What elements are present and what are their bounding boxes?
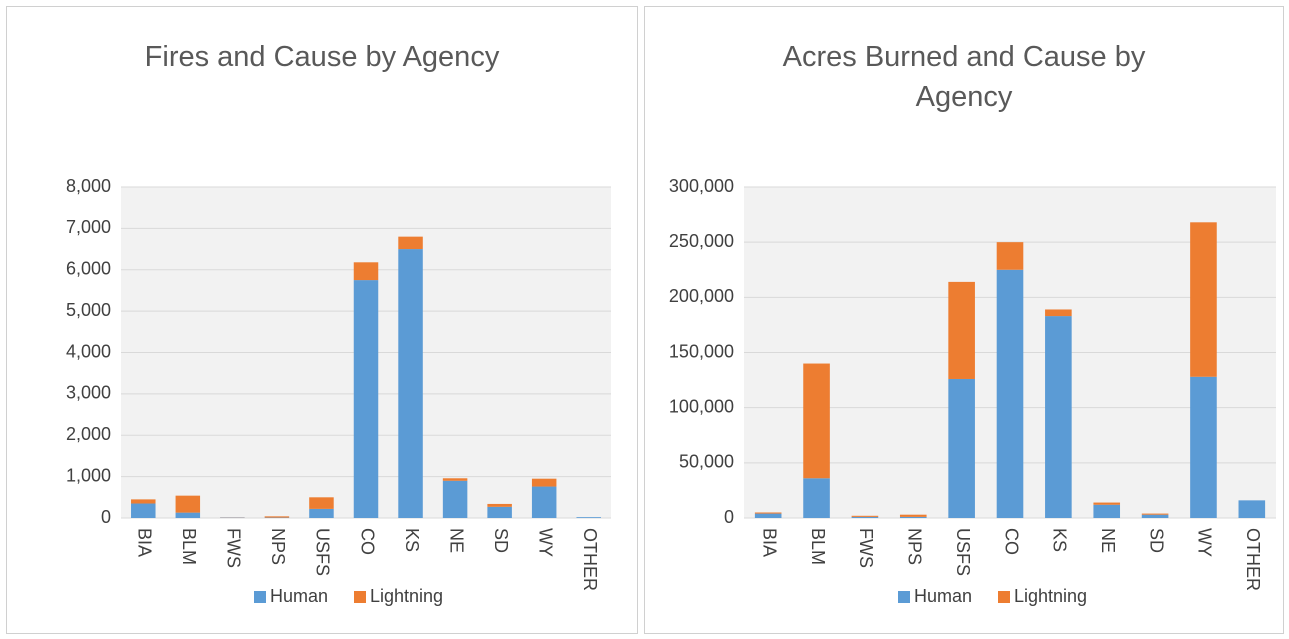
y-tick-label: 200,000 [669, 286, 734, 306]
x-tick-label: NE [1098, 528, 1118, 553]
bar-segment [948, 378, 975, 518]
legend-label: Human [270, 586, 328, 606]
bar-segment [131, 499, 156, 504]
x-tick-label: NE [446, 528, 466, 553]
bar-segment [264, 516, 290, 518]
y-tick-label: 50,000 [679, 452, 734, 472]
y-tick-label: 0 [101, 507, 111, 527]
chart: 0 1,000 2,000 3,000 4,000 5,000 6,000 7,000 8,00… [66, 176, 611, 606]
bar-segment [754, 513, 782, 518]
x-tick-label: SD [1146, 528, 1166, 553]
bar-segment [131, 503, 156, 518]
bar-segment [353, 262, 379, 281]
y-tick-label: 6,000 [66, 259, 111, 279]
bar-segment [309, 497, 334, 509]
bar-segment [1093, 504, 1121, 518]
x-tick-label: KS [402, 528, 422, 552]
x-tick-label: USFS [953, 528, 973, 576]
bar-segment [175, 495, 201, 513]
bar-segment [442, 480, 468, 518]
y-tick-label: 1,000 [66, 465, 111, 485]
y-tick-label: 0 [724, 507, 734, 527]
y-tick-label: 300,000 [669, 176, 734, 196]
bar-segment [851, 516, 879, 518]
bar-segment [1045, 316, 1072, 518]
bar-segment [531, 486, 557, 518]
legend-swatch [254, 591, 266, 603]
x-tick-label: WY [535, 528, 555, 557]
bar-segment [1190, 376, 1217, 518]
x-tick-label: NPS [905, 528, 925, 565]
bar-segment [803, 478, 830, 518]
legend-label: Lightning [370, 586, 443, 606]
bar-segment [1190, 222, 1217, 377]
bar-segment [398, 249, 423, 518]
y-tick-label: 8,000 [66, 176, 111, 196]
x-tick-label: WY [1195, 528, 1215, 557]
y-tick-label: 2,000 [66, 424, 111, 444]
bar-segment [1141, 514, 1169, 518]
x-tick-label: OTHER [1243, 528, 1263, 591]
chart-panel: 0 1,000 2,000 3,000 4,000 5,000 6,000 7,000 8,00… [6, 6, 638, 634]
y-tick-label: 7,000 [66, 217, 111, 237]
bar-segment [398, 236, 423, 250]
bar-segment [576, 517, 601, 518]
bar-segment [754, 512, 782, 514]
bar-segment [1141, 513, 1169, 515]
bar-segment [851, 515, 879, 517]
bar-segment [803, 363, 830, 479]
x-tick-label: KS [1050, 528, 1070, 552]
y-tick-label: 100,000 [669, 396, 734, 416]
x-tick-label: BIA [135, 528, 155, 557]
bar-segment [442, 478, 468, 481]
legend-swatch [998, 591, 1010, 603]
bar-segment [996, 269, 1024, 518]
bar-segment [1238, 500, 1266, 518]
x-tick-label: USFS [313, 528, 333, 576]
y-tick-label: 4,000 [66, 341, 111, 361]
bar-segment [899, 514, 927, 517]
x-tick-label: BLM [808, 528, 828, 565]
legend-label: Lightning [1014, 586, 1087, 606]
x-tick-label: SD [491, 528, 511, 553]
bar-segment [309, 508, 334, 518]
y-tick-label: 5,000 [66, 300, 111, 320]
legend-swatch [898, 591, 910, 603]
bar-segment [948, 281, 975, 379]
bar-segment [1093, 502, 1121, 505]
bar-segment [1045, 309, 1072, 317]
bar-segment [531, 478, 557, 487]
bar-segment [899, 516, 927, 518]
bar-segment [353, 280, 379, 518]
bar-segment [175, 512, 201, 518]
y-tick-label: 150,000 [669, 341, 734, 361]
y-tick-label: 250,000 [669, 231, 734, 251]
legend-label: Human [914, 586, 972, 606]
x-tick-label: OTHER [580, 528, 600, 591]
y-tick-label: 3,000 [66, 383, 111, 403]
chart-title: Fires and Cause by Agency [144, 41, 500, 73]
x-tick-label: CO [357, 528, 377, 555]
chart: 0 50,000 100,000 150,000 200,000 250,000 300,0… [669, 176, 1276, 606]
chart-panel: 0 50,000 100,000 150,000 200,000 250,000 300,0… [644, 6, 1284, 634]
legend-swatch [354, 591, 366, 603]
x-tick-label: CO [1001, 528, 1021, 555]
x-tick-label: BIA [759, 528, 779, 557]
x-tick-label: NPS [268, 528, 288, 565]
x-tick-label: FWS [224, 528, 244, 568]
x-tick-label: FWS [856, 528, 876, 568]
bar-segment [487, 506, 512, 518]
chart-title: Acres Burned and Cause by Agency [782, 41, 1146, 113]
bar-segment [487, 503, 512, 507]
x-tick-label: BLM [179, 528, 199, 565]
bar-segment [996, 242, 1024, 270]
